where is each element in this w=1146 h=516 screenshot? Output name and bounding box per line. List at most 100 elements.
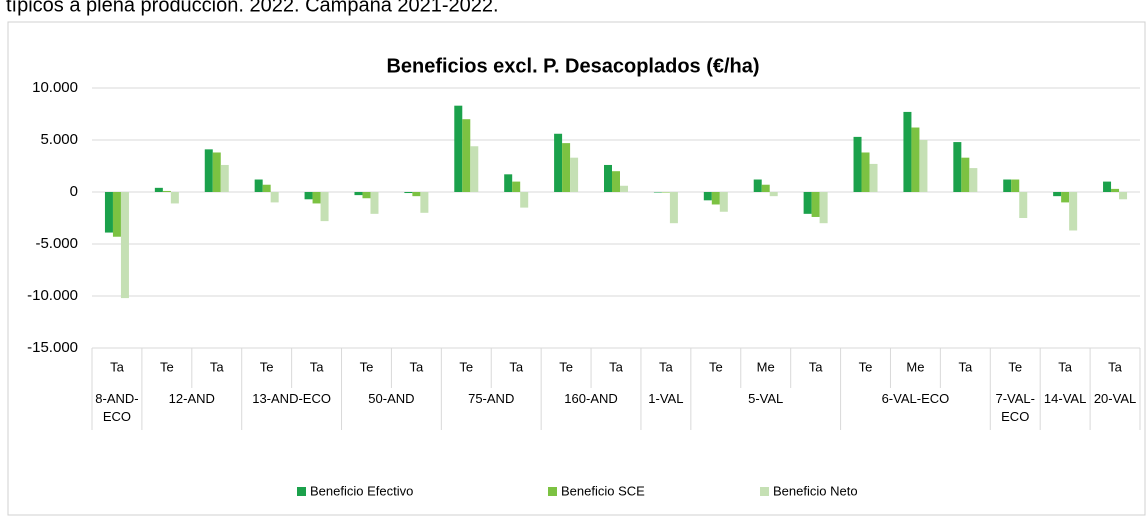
bar xyxy=(711,192,720,205)
legend-swatch xyxy=(297,487,306,496)
bar xyxy=(212,152,221,192)
y-tick-label: 0 xyxy=(70,183,78,200)
x-tick-label: Te xyxy=(459,359,473,374)
bar xyxy=(1119,192,1128,200)
bar xyxy=(220,164,229,192)
y-tick-label: -10.000 xyxy=(27,287,78,304)
bar xyxy=(504,174,513,192)
bar xyxy=(819,192,828,224)
bar xyxy=(769,192,778,197)
header-text: típicos a plena producción. 2022. Campañ… xyxy=(6,0,499,16)
x-tick-label: Ta xyxy=(110,359,125,374)
bar xyxy=(304,192,313,200)
bar xyxy=(969,168,978,192)
legend-label: Beneficio SCE xyxy=(561,483,645,498)
chart-frame xyxy=(7,21,1146,516)
bar xyxy=(162,190,171,192)
bar xyxy=(204,149,213,192)
y-tick-label: 10.000 xyxy=(32,79,78,96)
group-label: 7-VAL-ECO xyxy=(995,391,1035,424)
x-tick-label: Ta xyxy=(659,359,674,374)
bar xyxy=(354,192,363,196)
bar xyxy=(869,163,878,192)
group-label: 8-AND-ECO xyxy=(95,391,139,424)
x-tick-label: Te xyxy=(260,359,274,374)
group-label: 13-AND-ECO xyxy=(252,391,331,406)
bar xyxy=(861,152,870,192)
x-tick-label: Ta xyxy=(509,359,524,374)
bar xyxy=(803,192,812,214)
bar xyxy=(120,192,129,299)
legend-label: Beneficio Neto xyxy=(773,483,858,498)
bar xyxy=(669,192,678,224)
y-tick-label: -5.000 xyxy=(35,235,78,252)
bar xyxy=(512,181,521,192)
x-tick-label: Ta xyxy=(809,359,824,374)
group-label: 50-AND xyxy=(368,391,415,406)
bar xyxy=(1069,192,1078,231)
x-tick-label: Ta xyxy=(1108,359,1123,374)
legend-label: Beneficio Efectivo xyxy=(310,483,413,498)
bar xyxy=(520,192,529,208)
y-tick-label: -15.000 xyxy=(27,339,78,356)
bar xyxy=(1053,192,1062,197)
bar xyxy=(320,192,329,222)
x-tick-label: Me xyxy=(757,359,775,374)
bar xyxy=(404,192,413,194)
bar xyxy=(761,184,770,192)
x-tick-label: Te xyxy=(360,359,374,374)
group-label: 20-VAL xyxy=(1093,391,1137,406)
bar xyxy=(154,187,163,192)
bar xyxy=(112,192,121,237)
x-tick-label: Te xyxy=(1008,359,1022,374)
y-tick-label: 5.000 xyxy=(40,131,78,148)
bar xyxy=(653,192,662,193)
x-tick-label: Ta xyxy=(410,359,425,374)
bar xyxy=(554,133,563,192)
bar xyxy=(661,192,670,193)
bar xyxy=(104,192,113,233)
bar xyxy=(1019,192,1028,218)
bar xyxy=(753,179,762,192)
bar xyxy=(703,192,712,201)
bar xyxy=(953,142,962,192)
bar xyxy=(170,192,179,204)
bar xyxy=(270,192,279,203)
bar xyxy=(811,192,820,217)
bar xyxy=(262,184,271,192)
bar xyxy=(911,127,920,192)
bar xyxy=(570,157,579,192)
legend-swatch xyxy=(760,487,769,496)
group-label: 1-VAL xyxy=(648,391,684,406)
bar xyxy=(853,136,862,192)
bar xyxy=(961,157,970,192)
legend-swatch xyxy=(548,487,557,496)
bar xyxy=(719,192,728,212)
bar xyxy=(604,164,612,192)
bar xyxy=(454,105,463,192)
x-tick-label: Te xyxy=(559,359,573,374)
bar xyxy=(370,192,379,214)
x-tick-label: Ta xyxy=(210,359,225,374)
bar xyxy=(1011,179,1020,192)
bar xyxy=(612,171,620,192)
group-label: 75-AND xyxy=(468,391,515,406)
bar xyxy=(1111,188,1120,192)
x-tick-label: Me xyxy=(906,359,924,374)
group-label: 6-VAL-ECO xyxy=(881,391,950,406)
x-tick-label: Te xyxy=(160,359,174,374)
x-tick-label: Te xyxy=(859,359,873,374)
x-tick-label: Ta xyxy=(310,359,325,374)
bar xyxy=(562,143,571,192)
x-tick-label: Ta xyxy=(958,359,973,374)
bar xyxy=(1061,192,1070,203)
bar xyxy=(919,140,928,192)
chart-title: Beneficios excl. P. Desacoplados (€/ha) xyxy=(386,55,759,77)
bar xyxy=(412,192,421,197)
bar xyxy=(312,192,321,204)
x-tick-label: Te xyxy=(709,359,723,374)
x-tick-label: Ta xyxy=(609,359,624,374)
group-label: 14-VAL xyxy=(1043,391,1087,406)
bar xyxy=(903,111,912,192)
